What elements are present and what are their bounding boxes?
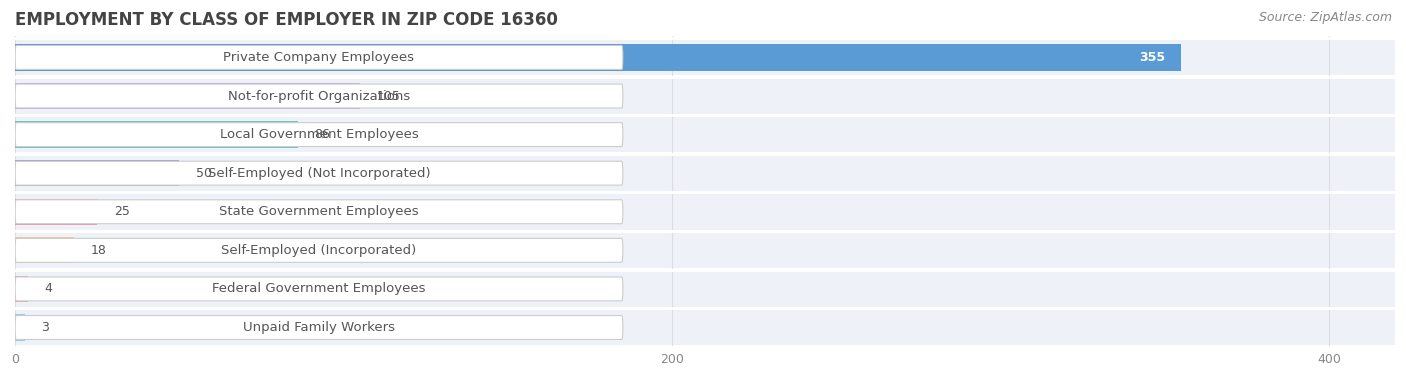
FancyBboxPatch shape [15, 200, 623, 224]
Text: 355: 355 [1139, 51, 1166, 64]
Text: 86: 86 [314, 128, 330, 141]
FancyBboxPatch shape [15, 117, 1395, 152]
FancyBboxPatch shape [15, 46, 623, 69]
Text: State Government Employees: State Government Employees [219, 205, 419, 218]
FancyBboxPatch shape [15, 161, 623, 185]
FancyBboxPatch shape [15, 155, 1395, 191]
Bar [15, 121, 298, 148]
FancyBboxPatch shape [15, 238, 623, 262]
FancyBboxPatch shape [15, 271, 1395, 307]
Bar [15, 276, 28, 302]
Text: Self-Employed (Incorporated): Self-Employed (Incorporated) [221, 244, 416, 257]
Text: Private Company Employees: Private Company Employees [224, 51, 415, 64]
FancyBboxPatch shape [15, 277, 623, 301]
Text: Source: ZipAtlas.com: Source: ZipAtlas.com [1258, 11, 1392, 24]
Text: Local Government Employees: Local Government Employees [219, 128, 419, 141]
Bar [15, 160, 180, 186]
Text: 25: 25 [114, 205, 129, 218]
FancyBboxPatch shape [15, 194, 1395, 230]
Text: Unpaid Family Workers: Unpaid Family Workers [243, 321, 395, 334]
FancyBboxPatch shape [15, 310, 1395, 345]
Bar [15, 83, 360, 109]
Text: EMPLOYMENT BY CLASS OF EMPLOYER IN ZIP CODE 16360: EMPLOYMENT BY CLASS OF EMPLOYER IN ZIP C… [15, 11, 558, 29]
Text: 18: 18 [90, 244, 107, 257]
FancyBboxPatch shape [15, 123, 623, 147]
Text: 105: 105 [377, 89, 401, 103]
Text: Federal Government Employees: Federal Government Employees [212, 282, 426, 296]
Text: 4: 4 [45, 282, 52, 296]
FancyBboxPatch shape [15, 84, 623, 108]
Bar [15, 199, 97, 225]
Text: 3: 3 [41, 321, 49, 334]
FancyBboxPatch shape [15, 233, 1395, 268]
Bar [15, 44, 1181, 70]
FancyBboxPatch shape [15, 78, 1395, 114]
Bar [15, 237, 75, 264]
Text: Self-Employed (Not Incorporated): Self-Employed (Not Incorporated) [208, 167, 430, 180]
Text: 50: 50 [195, 167, 212, 180]
FancyBboxPatch shape [15, 316, 623, 339]
Text: Not-for-profit Organizations: Not-for-profit Organizations [228, 89, 411, 103]
FancyBboxPatch shape [15, 40, 1395, 75]
Bar [15, 314, 25, 341]
